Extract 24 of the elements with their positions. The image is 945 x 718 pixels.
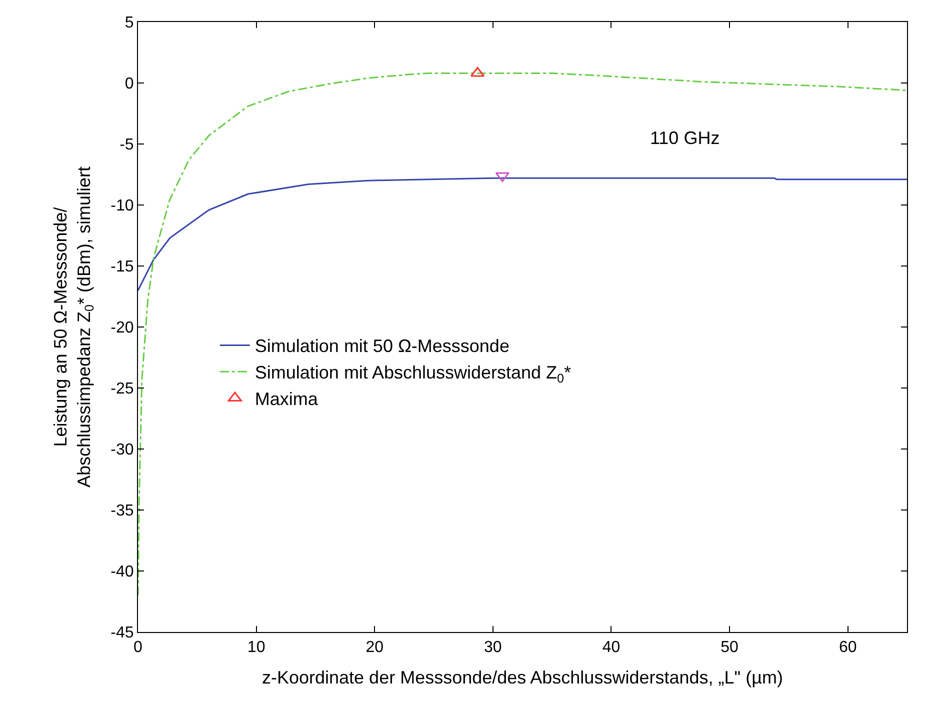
line-series: [138, 72, 907, 596]
annotation: 110 GHz: [650, 128, 720, 148]
y-tick-label: -10: [110, 198, 134, 215]
x-tick-label: 30: [484, 639, 502, 656]
x-tick-label: 10: [247, 639, 266, 656]
y-tick-label: -15: [110, 258, 134, 276]
y-tick-label: -25: [110, 380, 134, 398]
x-tick-label: 20: [366, 639, 384, 656]
y-tick-label: -40: [110, 564, 134, 581]
legend-label: Maxima: [254, 389, 319, 410]
x-axis-title: z-Koordinate der Messsonde/des Abschlusswiderstands, „L" (µm): [262, 667, 783, 688]
legend-label: Simulation mit 50 Ω-Messsonde: [254, 336, 510, 356]
y-tick-label: -5: [120, 136, 134, 154]
y-tick-label: -45: [110, 624, 134, 642]
legend-label: Simulation mit Abschlusswiderstand Z$_{0}$*: [254, 362, 572, 386]
y-tick-label: 0: [124, 76, 134, 93]
line-series: [138, 177, 907, 292]
x-tick-label: 50: [720, 639, 739, 656]
y-tick-label: -35: [110, 502, 134, 520]
x-tick-label: 60: [838, 639, 857, 656]
y-tick-label: -20: [110, 320, 134, 337]
x-tick-label: 40: [602, 639, 620, 656]
y-tick-label: -30: [110, 442, 134, 459]
y-tick-label: 5: [124, 14, 134, 32]
